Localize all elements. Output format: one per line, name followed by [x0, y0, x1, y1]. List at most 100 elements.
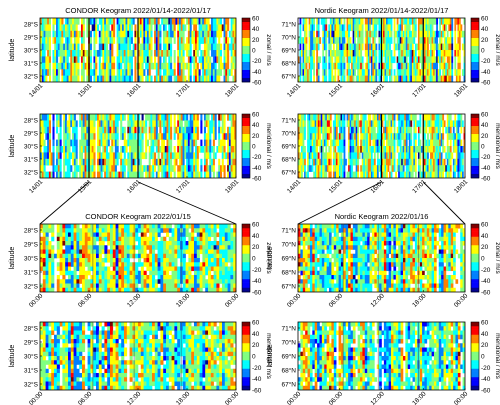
- y-tick-label: 31°S: [24, 269, 39, 277]
- y-tick-label: 69°N: [281, 47, 296, 55]
- y-axis-label: latitude: [9, 345, 16, 368]
- colorbar-tick-label: -60: [481, 80, 491, 87]
- x-tick-label: 00:00: [28, 390, 45, 405]
- colorbar-frame: [470, 321, 480, 391]
- colorbar-tick-label: 0: [252, 48, 256, 55]
- x-tick-label: 00:00: [286, 390, 303, 405]
- colorbar-tick-label: -40: [481, 278, 491, 285]
- y-tick-label: 29°S: [24, 34, 39, 42]
- x-tick-label: 12:00: [369, 292, 386, 309]
- x-tick-label: 00:00: [28, 292, 45, 309]
- heatmap-cells: [40, 18, 236, 82]
- colorbar-tick-label: -20: [481, 154, 491, 161]
- colorbar-tick-label: 0: [252, 256, 256, 263]
- colorbar-tick-label: 20: [481, 342, 489, 349]
- zoom-connector-right: [137, 181, 237, 225]
- colorbar-frame: [241, 113, 251, 179]
- y-axis-label: latitude: [9, 39, 16, 62]
- colorbar-tick-label: 20: [252, 133, 260, 140]
- y-tick-label: 28°S: [24, 21, 39, 29]
- keogram-panel-5: [39, 223, 251, 293]
- x-tick-label: 18:00: [175, 292, 192, 309]
- y-axis-label: latitude: [267, 345, 274, 368]
- x-tick-label: 15/01: [328, 178, 345, 195]
- x-tick-label: 16/01: [126, 178, 143, 195]
- x-tick-label: 00:00: [286, 292, 303, 309]
- x-tick-label: 06:00: [328, 390, 345, 405]
- y-axis-label: latitude: [9, 135, 16, 158]
- colorbar-tick-label: -20: [252, 154, 262, 161]
- colorbar-frame: [241, 17, 251, 83]
- y-tick-label: 68°N: [281, 367, 296, 375]
- x-tick-label: 06:00: [77, 390, 94, 405]
- colorbar: [241, 113, 251, 179]
- y-tick-label: 31°S: [24, 156, 39, 164]
- x-tick-label: 18/01: [453, 178, 470, 195]
- x-tick-label: 17/01: [411, 82, 428, 99]
- y-tick-label: 70°N: [281, 241, 296, 249]
- colorbar-tick-label: -60: [252, 388, 262, 395]
- colorbar-frame: [470, 17, 480, 83]
- colorbar-tick-label: -20: [252, 267, 262, 274]
- colorbar-tick-label: 20: [481, 133, 489, 140]
- x-tick-label: 00:00: [224, 390, 241, 405]
- keogram-panel-7: [39, 321, 251, 391]
- colorbar-tick-label: -40: [252, 278, 262, 285]
- y-tick-label: 29°S: [24, 241, 39, 249]
- y-tick-label: 71°N: [281, 117, 296, 125]
- colorbar-frame: [470, 223, 480, 293]
- heatmap-cells: [298, 18, 465, 82]
- x-tick-label: 17/01: [411, 178, 428, 195]
- panel-title: Nordic Keogram 2022/01/14-2022/01/17: [315, 6, 449, 15]
- x-tick-label: 00:00: [453, 390, 470, 405]
- colorbar-tick-label: -40: [252, 376, 262, 383]
- colorbar-tick-label: 0: [252, 144, 256, 151]
- colorbar-tick-label: -60: [481, 176, 491, 183]
- colorbar-label: zonal / m/s: [494, 242, 500, 274]
- x-tick-label: 12:00: [126, 292, 143, 309]
- y-tick-label: 28°S: [24, 227, 39, 235]
- heatmap-cells: [298, 322, 465, 390]
- colorbar-label: zonal / m/s: [265, 242, 272, 274]
- y-tick-label: 69°N: [281, 255, 296, 263]
- colorbar-tick-label: 20: [481, 37, 489, 44]
- colorbar-tick-label: 40: [252, 331, 260, 338]
- colorbar-tick-label: 40: [481, 331, 489, 338]
- colorbar-tick-label: 60: [481, 320, 489, 327]
- zoom-connector-right: [422, 181, 466, 225]
- colorbar-tick-label: 60: [252, 222, 260, 229]
- colorbar-tick-label: 0: [481, 256, 485, 263]
- y-tick-label: 32°S: [24, 73, 39, 81]
- y-tick-label: 68°N: [281, 156, 296, 164]
- y-tick-label: 68°N: [281, 269, 296, 277]
- y-tick-label: 67°N: [281, 73, 296, 81]
- x-tick-label: 12:00: [369, 390, 386, 405]
- keogram-panel-8: [297, 321, 480, 391]
- colorbar: [470, 321, 480, 391]
- colorbar: [470, 17, 480, 83]
- colorbar-tick-label: 60: [252, 16, 260, 23]
- x-tick-label: 18/01: [453, 82, 470, 99]
- x-tick-label: 00:00: [453, 292, 470, 309]
- zoom-connectors: [39, 181, 466, 225]
- colorbar-tick-label: 60: [481, 16, 489, 23]
- colorbar: [470, 223, 480, 293]
- y-tick-label: 28°S: [24, 117, 39, 125]
- colorbar: [241, 321, 251, 391]
- x-tick-label: 06:00: [328, 292, 345, 309]
- colorbar-tick-label: -60: [481, 290, 491, 297]
- colorbar: [241, 17, 251, 83]
- colorbar-tick-label: 0: [481, 48, 485, 55]
- y-tick-label: 31°S: [24, 60, 39, 68]
- x-tick-label: 06:00: [77, 292, 94, 309]
- y-tick-label: 67°N: [281, 381, 296, 389]
- x-tick-label: 18:00: [175, 390, 192, 405]
- y-tick-label: 29°S: [24, 339, 39, 347]
- colorbar-tick-label: 40: [252, 122, 260, 129]
- y-tick-label: 70°N: [281, 34, 296, 42]
- colorbar-label: meridional / m/s: [265, 333, 272, 380]
- colorbar: [241, 223, 251, 293]
- colorbar-frame: [470, 113, 480, 179]
- y-tick-label: 30°S: [24, 143, 39, 151]
